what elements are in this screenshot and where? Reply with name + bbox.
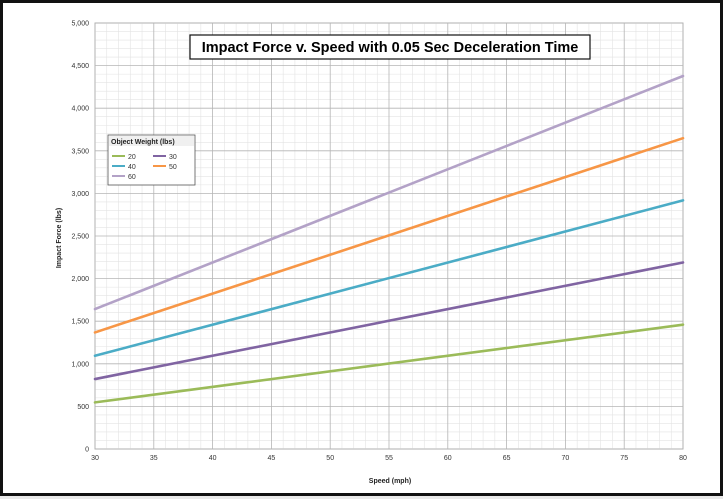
legend: Object Weight (lbs) 20 30 40 50 60 — [107, 134, 196, 186]
series-line-60 — [93, 74, 685, 311]
y-tick-label: 1,500 — [71, 319, 89, 326]
major-gridlines — [94, 22, 684, 450]
tick-labels: 30 35 40 45 50 55 60 65 70 75 80 0 500 1,000 1,500 2,00… — [71, 21, 687, 463]
x-tick-label: 65 — [503, 455, 511, 462]
x-axis-title: Speed (mph) — [369, 478, 411, 485]
x-tick-label: 75 — [620, 455, 628, 462]
series-line-50 — [93, 136, 685, 334]
y-tick-label: 0 — [85, 447, 89, 454]
y-tick-label: 4,000 — [71, 106, 89, 113]
x-tick-label: 70 — [562, 455, 570, 462]
legend-title-bg — [109, 136, 194, 146]
chart-area: 30 35 40 45 50 55 60 65 70 75 80 0 500 1,000 1,500 2,00… — [56, 21, 687, 486]
x-tick-label: 60 — [444, 455, 452, 462]
x-tick-label: 50 — [326, 455, 334, 462]
y-tick-label: 2,000 — [71, 276, 89, 283]
series-line-20 — [93, 323, 685, 404]
chart-title: Impact Force v. Speed with 0.05 Sec Dece… — [202, 40, 579, 56]
x-tick-label: 30 — [91, 455, 99, 462]
y-tick-label: 500 — [77, 404, 89, 411]
x-tick-label: 80 — [679, 455, 687, 462]
x-tick-label: 40 — [209, 455, 217, 462]
y-axis-title: Impact Force (lbs) — [56, 208, 63, 268]
y-tick-label: 5,000 — [71, 21, 89, 28]
y-tick-label: 3,500 — [71, 148, 89, 155]
legend-label-30: 30 — [169, 154, 177, 161]
legend-items: 20 30 40 50 60 — [112, 154, 177, 181]
chart-title-box — [189, 34, 591, 60]
series-line-30 — [93, 261, 685, 381]
x-tick-label: 35 — [150, 455, 158, 462]
y-tick-label: 1,000 — [71, 361, 89, 368]
legend-label-60: 60 — [128, 174, 136, 181]
series-lines — [93, 74, 685, 404]
series-line-40 — [93, 199, 685, 358]
y-tick-label: 4,500 — [71, 63, 89, 70]
legend-label-40: 40 — [128, 164, 136, 171]
legend-label-20: 20 — [128, 154, 136, 161]
x-tick-label: 45 — [268, 455, 276, 462]
x-tick-label: 55 — [385, 455, 393, 462]
y-tick-label: 2,500 — [71, 234, 89, 241]
y-tick-label: 3,000 — [71, 191, 89, 198]
legend-label-50: 50 — [169, 164, 177, 171]
legend-title: Object Weight (lbs) — [111, 139, 175, 146]
